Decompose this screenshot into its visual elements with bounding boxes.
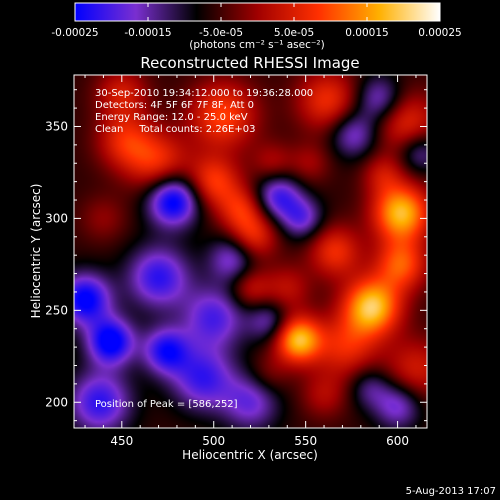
- y-tick-label: 250: [45, 303, 68, 317]
- x-tick-label: 600: [386, 434, 409, 448]
- y-axis-ticks: 200 250 300 350: [45, 89, 427, 422]
- colorbar-tick-label: 0.00025: [418, 27, 461, 39]
- annotation-energy: Energy Range: 12.0 - 25.0 keV: [95, 112, 248, 123]
- colorbar-unit-label: (photons cm⁻² s⁻¹ asec⁻²): [189, 39, 324, 51]
- annotation-clean: Clean Total counts: 2.26E+03: [95, 124, 255, 135]
- chart-title: Reconstructed RHESSI Image: [140, 54, 359, 72]
- x-tick-label: 450: [110, 434, 133, 448]
- colorbar-ticks: -0.00025 -0.00015 -5.0e-05 5.0e-05 0.00015 0.…: [51, 3, 462, 39]
- annotation-peak: Position of Peak = [586,252]: [95, 399, 238, 410]
- colorbar-tick-label: -0.00015: [124, 27, 171, 39]
- y-tick-label: 300: [45, 211, 68, 225]
- colorbar-tick-label: -0.00025: [51, 27, 98, 39]
- x-tick-label: 500: [202, 434, 225, 448]
- annotation-time: 30-Sep-2010 19:34:12.000 to 19:36:28.000: [95, 88, 313, 99]
- y-tick-label: 200: [45, 395, 68, 409]
- annotation-block: 30-Sep-2010 19:34:12.000 to 19:36:28.000…: [95, 88, 313, 410]
- colorbar: [74, 2, 441, 22]
- colorbar-tick-label: 0.00015: [345, 27, 388, 39]
- x-axis-label: Heliocentric X (arcsec): [182, 448, 318, 462]
- footer-date: 5-Aug-2013 17:07: [406, 486, 496, 497]
- x-axis-ticks: 450 500 550 600: [84, 75, 417, 448]
- heatmap-image: [74, 75, 427, 428]
- x-tick-label: 550: [294, 434, 317, 448]
- colorbar-tick-label: 5.0e-05: [274, 27, 314, 39]
- annotation-detectors: Detectors: 4F 5F 6F 7F 8F, Att 0: [95, 100, 254, 111]
- y-tick-label: 350: [45, 119, 68, 133]
- colorbar-tick-label: -5.0e-05: [199, 27, 243, 39]
- y-axis-label: Heliocentric Y (arcsec): [29, 184, 43, 319]
